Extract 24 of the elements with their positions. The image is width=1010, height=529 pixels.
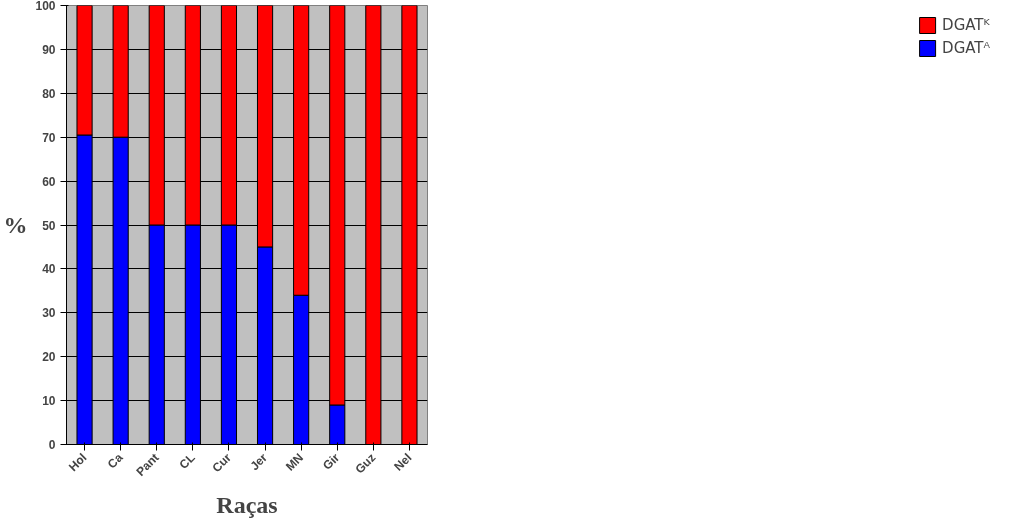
x-tick-label: Jer <box>247 450 271 474</box>
y-tick-label: 0 <box>48 438 56 452</box>
y-tick-label: 50 <box>42 218 56 233</box>
legend-label: DGATᴷ <box>942 16 990 34</box>
x-axis-title: Raças <box>216 491 278 518</box>
y-tick-label: 10 <box>42 394 56 409</box>
x-tick-label: Ca <box>104 450 126 472</box>
y-axis-title: % <box>3 212 28 238</box>
y-tick-label: 70 <box>42 130 56 145</box>
y-tick-label: 40 <box>42 262 56 277</box>
y-tick-label: 60 <box>42 174 56 189</box>
y-tick-label: 20 <box>42 350 56 365</box>
x-tick-label: CL <box>176 450 198 472</box>
x-tick-label: MN <box>283 450 307 474</box>
legend-label: DGATᴬ <box>942 39 990 57</box>
y-tick-label: 80 <box>42 86 56 101</box>
x-tick-label: Gir <box>320 450 343 473</box>
x-tick-label: Guz <box>352 450 379 477</box>
y-tick-label: 100 <box>35 0 56 13</box>
x-tick-label: Hol <box>65 450 90 475</box>
y-tick-label: 90 <box>42 42 56 57</box>
x-tick-label: Cur <box>209 450 235 476</box>
x-tick-label: Nel <box>391 450 415 474</box>
y-tick-label: 30 <box>42 306 56 321</box>
